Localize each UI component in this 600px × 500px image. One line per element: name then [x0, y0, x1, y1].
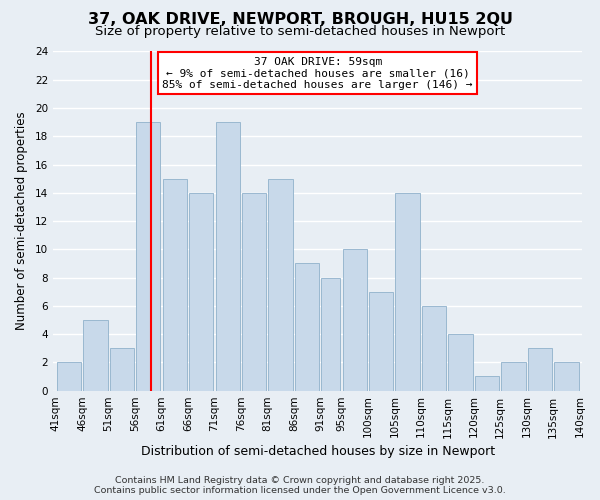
X-axis label: Distribution of semi-detached houses by size in Newport: Distribution of semi-detached houses by … — [140, 444, 495, 458]
Y-axis label: Number of semi-detached properties: Number of semi-detached properties — [15, 112, 28, 330]
Bar — [242, 193, 266, 390]
Bar — [83, 320, 107, 390]
Bar — [163, 178, 187, 390]
Bar — [322, 278, 340, 390]
Bar — [136, 122, 160, 390]
Bar — [268, 178, 293, 390]
Bar — [110, 348, 134, 391]
Text: Size of property relative to semi-detached houses in Newport: Size of property relative to semi-detach… — [95, 25, 505, 38]
Bar — [215, 122, 240, 390]
Text: Contains public sector information licensed under the Open Government Licence v3: Contains public sector information licen… — [94, 486, 506, 495]
Bar — [369, 292, 394, 390]
Bar — [528, 348, 552, 391]
Bar — [395, 193, 420, 390]
Bar — [57, 362, 81, 390]
Bar — [448, 334, 473, 390]
Bar — [189, 193, 214, 390]
Text: Contains HM Land Registry data © Crown copyright and database right 2025.: Contains HM Land Registry data © Crown c… — [115, 476, 485, 485]
Text: 37, OAK DRIVE, NEWPORT, BROUGH, HU15 2QU: 37, OAK DRIVE, NEWPORT, BROUGH, HU15 2QU — [88, 12, 512, 28]
Bar — [422, 306, 446, 390]
Bar — [502, 362, 526, 390]
Bar — [475, 376, 499, 390]
Bar — [554, 362, 578, 390]
Text: 37 OAK DRIVE: 59sqm
← 9% of semi-detached houses are smaller (16)
85% of semi-de: 37 OAK DRIVE: 59sqm ← 9% of semi-detache… — [163, 56, 473, 90]
Bar — [295, 264, 319, 390]
Bar — [343, 250, 367, 390]
